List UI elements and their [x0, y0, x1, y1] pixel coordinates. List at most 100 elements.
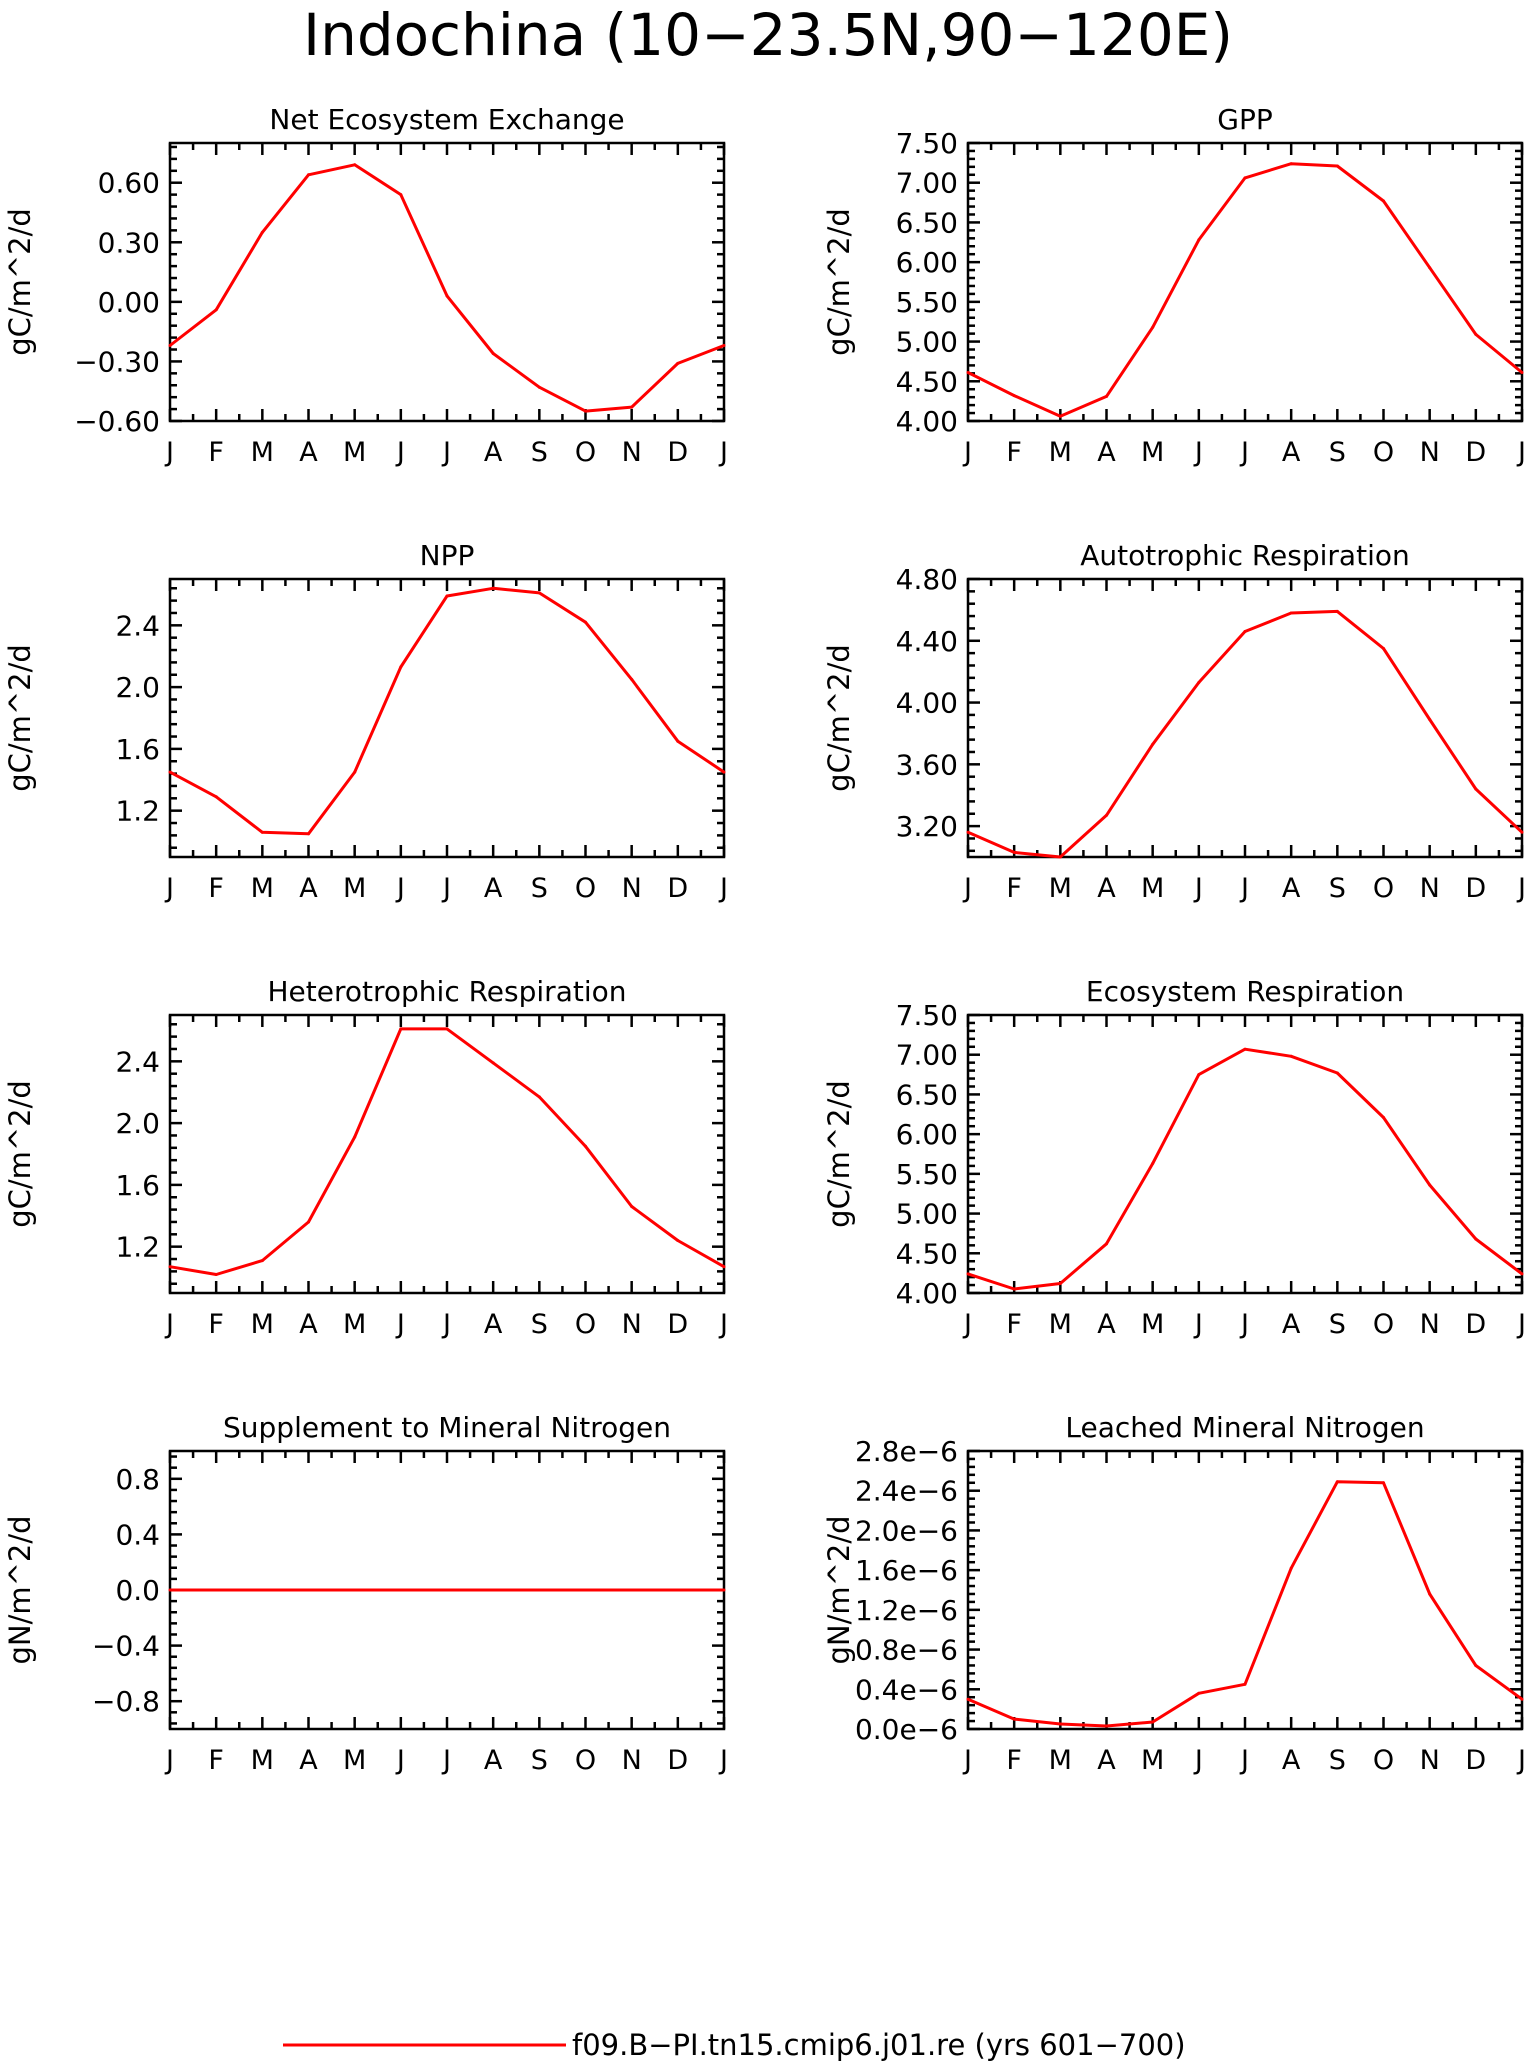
x-tick-label: J — [1193, 437, 1203, 468]
y-tick-label: 5.50 — [896, 286, 958, 319]
panel-title: Supplement to Mineral Nitrogen — [223, 1411, 671, 1444]
x-tick-label: J — [1239, 437, 1249, 468]
data-point — [722, 1265, 726, 1269]
x-tick-label: J — [962, 1309, 972, 1340]
x-tick-label: A — [299, 1745, 318, 1776]
data-point — [1428, 1183, 1432, 1187]
x-tick-label: D — [1465, 1309, 1486, 1340]
data-point — [1428, 1592, 1432, 1596]
x-tick-label: A — [299, 437, 318, 468]
y-axis-label: gC/m^2/d — [822, 1080, 856, 1228]
data-point — [1474, 1664, 1478, 1667]
series-line — [169, 1027, 725, 1276]
panel-title: Heterotrophic Respiration — [268, 975, 627, 1008]
y-tick-label: 0.30 — [98, 226, 160, 259]
data-point — [1012, 850, 1016, 854]
data-point — [1105, 1242, 1108, 1246]
x-tick-label: J — [395, 1309, 405, 1340]
data-point — [491, 352, 495, 355]
series-line — [967, 609, 1524, 859]
x-tick-label: M — [343, 437, 366, 468]
x-tick-label: N — [1420, 873, 1440, 904]
data-point — [1520, 371, 1524, 374]
data-point — [966, 1272, 970, 1276]
y-tick-label: 5.00 — [896, 326, 958, 359]
data-point — [1289, 1054, 1293, 1058]
data-point — [168, 1265, 172, 1269]
data-point — [491, 1588, 495, 1592]
data-point — [630, 677, 634, 681]
data-point — [722, 344, 726, 347]
x-tick-label: N — [622, 1745, 642, 1776]
y-axis-label: gC/m^2/d — [3, 1080, 37, 1228]
data-point — [676, 1588, 680, 1592]
y-tick-label: 1.6e−6 — [855, 1554, 958, 1587]
data-point — [1428, 718, 1432, 721]
x-tick-label: O — [575, 1745, 596, 1776]
y-tick-label: 7.50 — [896, 127, 958, 160]
figure-title: Indochina (10−23.5N,90−120E) — [303, 1, 1233, 69]
x-tick-label: M — [1049, 1309, 1072, 1340]
x-tick-label: J — [1193, 1309, 1203, 1340]
data-point — [491, 586, 495, 590]
plot-frame — [966, 1013, 1524, 1295]
y-axis-label: gC/m^2/d — [3, 644, 37, 792]
y-tick-label: 2.0 — [115, 1107, 160, 1140]
y-tick-label: −0.4 — [92, 1630, 160, 1663]
x-tick-label: M — [343, 1309, 366, 1340]
x-tick-label: J — [1516, 873, 1526, 904]
x-tick-label: N — [622, 1309, 642, 1340]
series-line — [169, 586, 725, 836]
data-point — [307, 1220, 310, 1224]
y-tick-label: 2.0 — [115, 671, 160, 704]
y-tick-label: 2.4 — [115, 609, 160, 642]
data-point — [1197, 1691, 1201, 1695]
series-line — [169, 163, 725, 413]
data-point — [1105, 1724, 1108, 1728]
y-tick-label: 5.50 — [896, 1158, 958, 1191]
data-point — [445, 1027, 449, 1031]
y-tick-label: 7.50 — [896, 999, 958, 1032]
x-tick-label: F — [1006, 873, 1022, 904]
x-tick-label: N — [1420, 437, 1440, 468]
x-tick-label: M — [251, 1309, 274, 1340]
x-tick-label: S — [1329, 1309, 1346, 1340]
x-tick-label: O — [1373, 873, 1394, 904]
x-tick-label: D — [667, 1309, 688, 1340]
y-tick-label: 0.60 — [98, 167, 160, 200]
data-point — [1243, 1047, 1247, 1051]
panel-title: Ecosystem Respiration — [1086, 975, 1404, 1008]
x-tick-label: J — [1516, 1309, 1526, 1340]
data-point — [445, 1588, 449, 1592]
data-point — [1197, 681, 1201, 684]
y-tick-label: 4.00 — [896, 687, 958, 720]
x-tick-label: M — [1049, 1745, 1072, 1776]
data-point — [1289, 611, 1293, 615]
x-tick-label: M — [1049, 873, 1072, 904]
y-tick-label: 2.0e−6 — [855, 1514, 958, 1547]
x-tick-label: A — [484, 1309, 503, 1340]
data-point — [676, 361, 680, 365]
y-tick-label: −0.60 — [74, 405, 160, 438]
x-tick-label: J — [164, 437, 174, 468]
data-point — [584, 1144, 587, 1148]
x-tick-label: N — [622, 437, 642, 468]
data-point — [307, 832, 310, 836]
plot-frame — [168, 577, 726, 859]
x-tick-label: N — [1420, 1309, 1440, 1340]
x-tick-label: A — [1097, 873, 1116, 904]
x-tick-label: J — [1516, 1745, 1526, 1776]
x-tick-label: M — [343, 1745, 366, 1776]
x-tick-label: D — [667, 873, 688, 904]
data-point — [1335, 609, 1339, 613]
y-tick-label: 0.0e−6 — [855, 1713, 958, 1746]
y-tick-label: 6.50 — [896, 206, 958, 239]
x-tick-label: J — [395, 437, 405, 468]
data-point — [1382, 1116, 1385, 1119]
y-tick-label: −0.8 — [92, 1685, 160, 1718]
x-tick-label: S — [531, 1309, 548, 1340]
panel-title: Net Ecosystem Exchange — [269, 103, 624, 136]
plot-frame — [168, 141, 726, 423]
